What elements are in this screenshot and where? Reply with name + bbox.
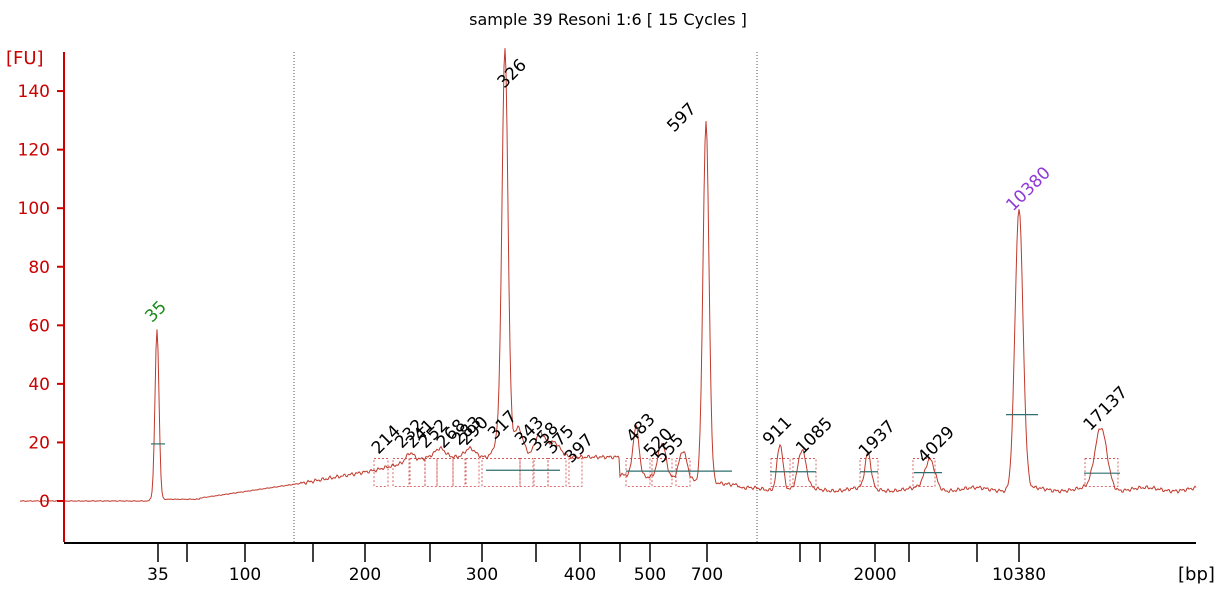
y-tick-label: 120: [18, 141, 50, 161]
peak-labels: 3521423224125226828329031732634335837539…: [141, 55, 1132, 467]
peak-box: [465, 458, 480, 487]
x-tick-label: 35: [147, 565, 169, 585]
peak-baselines: [151, 414, 1120, 474]
peak-label: 911: [759, 413, 796, 450]
peak-box: [436, 458, 454, 487]
peak-box: [547, 458, 567, 487]
x-tick-label: 300: [466, 565, 498, 585]
peak-label: 1085: [792, 414, 837, 459]
peak-box: [859, 458, 879, 487]
signal-trace: [19, 48, 1197, 502]
peak-label: 35: [141, 297, 170, 326]
peak-box: [912, 458, 936, 487]
x-tick-label: 400: [564, 565, 596, 585]
y-ticks: 0 20 40 60 80 100 120 140: [18, 82, 64, 512]
peak-box: [424, 458, 438, 487]
x-tick-label: 200: [349, 565, 381, 585]
marker-dividers: [293, 52, 758, 542]
y-tick-label: 140: [18, 82, 50, 102]
peak-label: 17137: [1080, 383, 1132, 435]
peak-box: [533, 458, 549, 487]
peak-box: [770, 458, 791, 487]
y-tick-label: 40: [28, 375, 50, 395]
y-tick-label: 0: [39, 492, 50, 512]
y-tick-label: 100: [18, 199, 50, 219]
chart-title: sample 39 Resoni 1:6 [ 15 Cycles ]: [469, 10, 747, 29]
peak-label: 597: [663, 99, 700, 136]
peak-box: [519, 458, 534, 487]
x-ticks: 35 100 200 300 400 500 700 2000 10380: [147, 543, 1046, 585]
x-tick-label: 500: [634, 565, 666, 585]
peak-box: [409, 458, 426, 487]
x-tick-label: 10380: [992, 565, 1046, 585]
peak-box: [675, 458, 691, 487]
peak-box: [373, 458, 389, 487]
y-tick-label: 20: [28, 433, 50, 453]
x-axis-label: [bp]: [1178, 564, 1215, 585]
peak-box: [452, 458, 466, 487]
x-tick-label: 100: [229, 565, 261, 585]
peak-label: 326: [494, 55, 531, 92]
x-tick-label: 700: [691, 565, 723, 585]
peak-label: 1937: [855, 417, 900, 462]
peak-label: 4029: [914, 423, 959, 468]
peak-label: 10380: [1002, 163, 1054, 215]
peak-boxes: [373, 458, 1119, 487]
peak-box: [1084, 458, 1119, 487]
y-tick-label: 80: [28, 258, 50, 278]
y-tick-label: 60: [28, 316, 50, 336]
y-axis-label: [FU]: [6, 48, 44, 69]
peak-box: [481, 458, 521, 487]
peak-box: [651, 458, 673, 487]
peak-box: [792, 458, 817, 487]
peak-box: [625, 458, 651, 487]
peak-box: [392, 458, 410, 487]
x-tick-label: 2000: [853, 565, 896, 585]
